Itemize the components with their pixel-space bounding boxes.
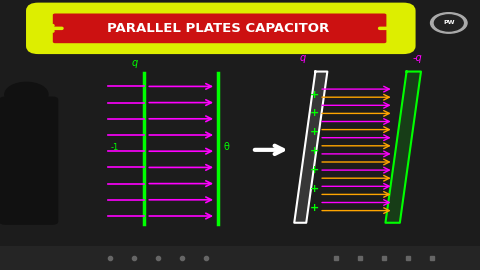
Text: θ: θ xyxy=(223,142,229,152)
Text: PW: PW xyxy=(443,20,455,25)
Text: +: + xyxy=(310,146,319,156)
Circle shape xyxy=(431,13,467,33)
Text: +: + xyxy=(310,127,319,137)
Text: +: + xyxy=(310,108,319,119)
Text: +: + xyxy=(310,184,319,194)
FancyBboxPatch shape xyxy=(29,5,413,51)
Text: +: + xyxy=(310,203,319,213)
Bar xyxy=(0,246,480,270)
FancyBboxPatch shape xyxy=(53,14,386,43)
Text: +: + xyxy=(310,89,319,100)
Text: -1: -1 xyxy=(110,143,119,152)
Polygon shape xyxy=(294,72,327,223)
Circle shape xyxy=(434,15,463,31)
Text: +: + xyxy=(310,165,319,175)
Text: q: q xyxy=(132,58,138,68)
Polygon shape xyxy=(385,72,421,223)
Text: PARALLEL PLATES CAPACITOR: PARALLEL PLATES CAPACITOR xyxy=(107,22,330,35)
Text: q: q xyxy=(300,53,306,63)
Circle shape xyxy=(5,82,48,107)
Text: -q: -q xyxy=(413,53,422,63)
FancyBboxPatch shape xyxy=(0,97,58,224)
